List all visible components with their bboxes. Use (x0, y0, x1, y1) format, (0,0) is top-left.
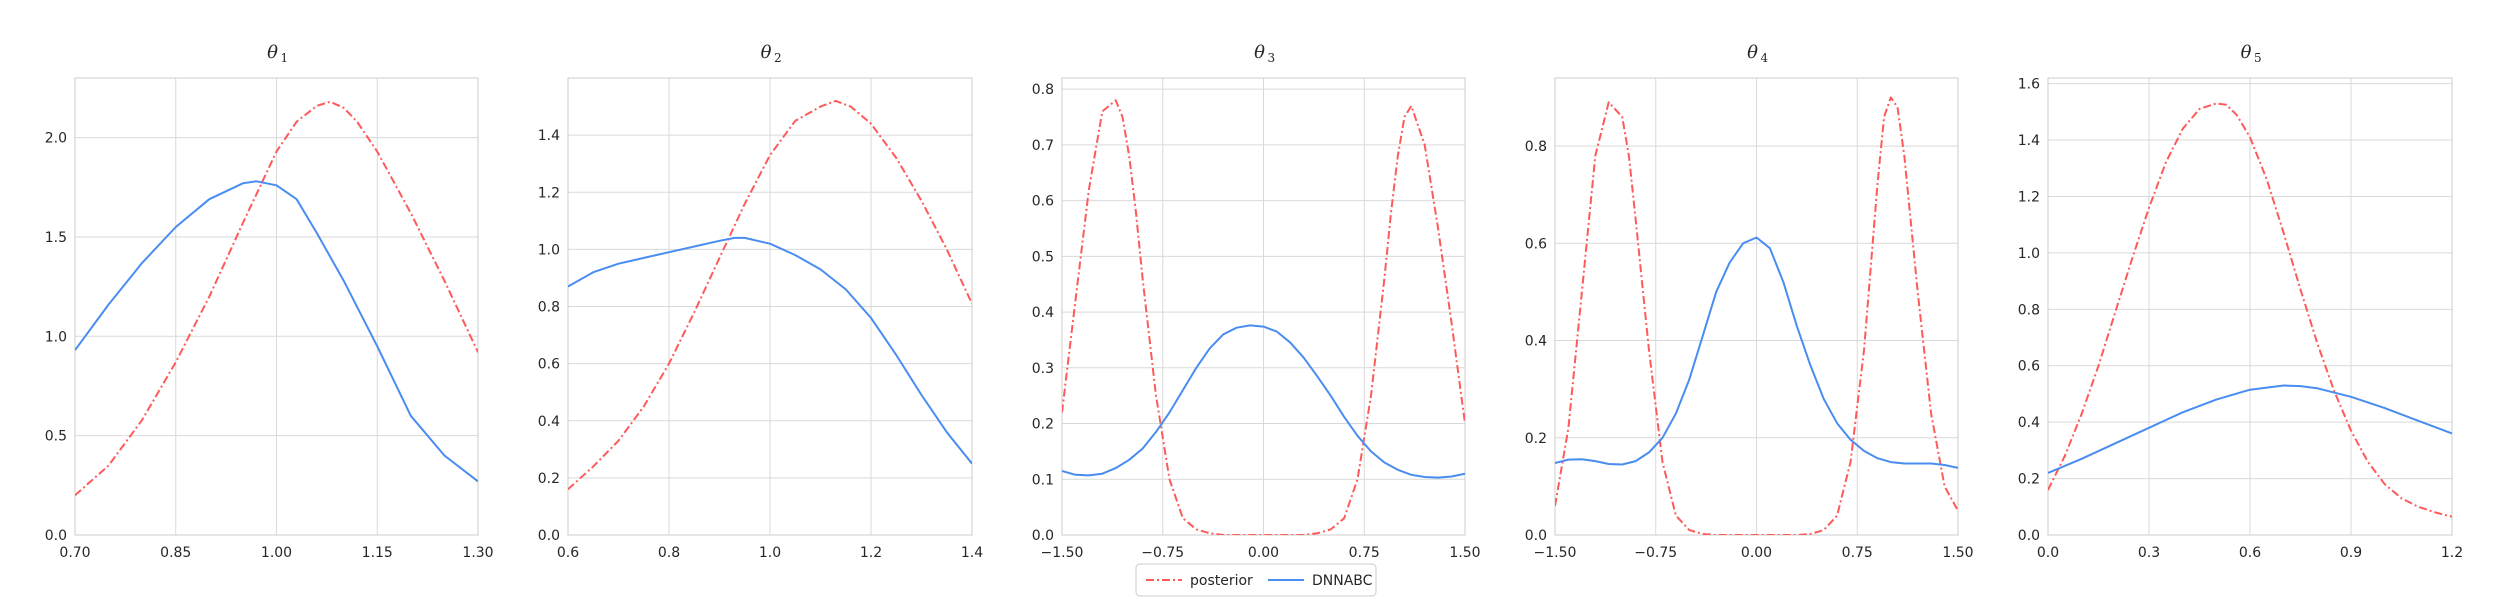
panel-theta-2: 0.6 0.8 1.0 1.2 1.4 0.0 0.2 0.4 0.6 0.8 1.0 1.2 1.4 θ… (538, 42, 983, 561)
x-tick-label: 1.15 (362, 545, 393, 561)
legend: posterior DNNABC (1135, 563, 1377, 597)
y-tick-label: 0.4 (538, 414, 560, 430)
panel-title: θ (2241, 42, 2252, 63)
y-tick-label: 0.8 (1525, 139, 1547, 155)
plot-frame (1061, 77, 1466, 536)
y-tick-label: 1.2 (2018, 189, 2040, 205)
y-tick-label: 1.0 (538, 242, 560, 258)
y-tick-label: 0.0 (2018, 528, 2040, 544)
y-tick-label: 1.2 (538, 185, 560, 201)
y-tick-label: 1.0 (2018, 246, 2040, 262)
legend-frame (1135, 563, 1377, 597)
y-tick-label: 0.1 (1032, 472, 1054, 488)
plot-frame (74, 77, 479, 536)
panel-title-subscript: 4 (1761, 51, 1769, 65)
y-tick-label: 0.2 (2018, 472, 2040, 488)
plot-frame (567, 77, 973, 536)
y-tick-label: 0.2 (1032, 417, 1054, 433)
x-tick-label: 0.3 (2138, 545, 2160, 561)
y-tick-label: 0.5 (1032, 249, 1054, 265)
y-tick-label: 1.5 (45, 230, 67, 246)
y-tick-label: 0.4 (1032, 305, 1054, 321)
y-tick-label: 0.6 (1525, 236, 1547, 252)
posterior-line (1062, 99, 1465, 535)
y-tick-label: 0.6 (538, 357, 560, 373)
x-tick-label: 0.8 (658, 545, 680, 561)
x-tick-label: 0.00 (1248, 545, 1279, 561)
posterior-line (75, 100, 478, 497)
x-tick-label: 0.70 (59, 545, 90, 561)
posterior-line (2048, 102, 2452, 518)
x-tick-label: −0.75 (1141, 545, 1184, 561)
legend-posterior-label: posterior (1190, 573, 1253, 589)
plot-frame (2047, 77, 2453, 536)
y-tick-label: 1.4 (538, 128, 560, 144)
y-tick-label: 0.8 (2018, 302, 2040, 318)
dnnabc-line (1062, 324, 1465, 479)
x-tick-label: 1.4 (961, 545, 983, 561)
x-tick-label: 1.30 (462, 545, 493, 561)
panel-title: θ (761, 42, 772, 63)
y-tick-label: 0.8 (538, 300, 560, 316)
y-tick-label: 0.3 (1032, 361, 1054, 377)
y-tick-label: 0.4 (1525, 334, 1547, 350)
y-tick-label: 0.5 (45, 429, 67, 445)
x-tick-label: 1.2 (860, 545, 882, 561)
dnnabc-line (1555, 236, 1958, 469)
x-tick-label: 0.0 (2037, 545, 2059, 561)
x-tick-label: 0.75 (1349, 545, 1380, 561)
panel-theta-5: 0.0 0.3 0.6 0.9 1.2 0.0 0.2 0.4 0.6 0.8 1.0 1.2 1.4 1… (2018, 42, 2463, 561)
x-tick-label: 0.75 (1842, 545, 1873, 561)
dnnabc-line (2048, 384, 2452, 474)
y-tick-label: 0.8 (1032, 82, 1054, 98)
x-tick-label: 1.00 (261, 545, 292, 561)
y-tick-label: 2.0 (45, 131, 67, 147)
panel-title: θ (267, 42, 278, 63)
dnnabc-line (75, 180, 478, 483)
x-tick-label: 1.50 (1942, 545, 1973, 561)
panel-theta-4: −1.50 −0.75 0.00 0.75 1.50 0.0 0.2 0.4 0.6 0.8 θ 4 (1525, 42, 1974, 561)
x-tick-label: −0.75 (1634, 545, 1677, 561)
panel-theta-3: −1.50 −0.75 0.00 0.75 1.50 0.0 0.1 0.2 0.3 0.4 0.5… (1032, 42, 1481, 561)
y-tick-label: 1.0 (45, 329, 67, 345)
x-tick-label: −1.50 (1534, 545, 1577, 561)
y-tick-label: 0.0 (1525, 528, 1547, 544)
x-tick-label: 1.50 (1449, 545, 1480, 561)
panel-title: θ (1747, 42, 1758, 63)
x-tick-label: 0.85 (160, 545, 191, 561)
y-tick-label: 0.6 (1032, 194, 1054, 210)
x-tick-label: 1.2 (2441, 545, 2463, 561)
panel-theta-1: 0.70 0.85 1.00 1.15 1.30 0.0 0.5 1.0 1.5 2.0 θ 1 (45, 42, 494, 561)
y-tick-label: 1.4 (2018, 133, 2040, 149)
x-tick-label: 0.6 (2239, 545, 2261, 561)
y-tick-label: 0.0 (45, 528, 67, 544)
panel-title-subscript: 1 (281, 51, 289, 65)
y-tick-label: 0.7 (1032, 138, 1054, 154)
x-tick-label: −1.50 (1041, 545, 1084, 561)
y-tick-label: 0.0 (538, 528, 560, 544)
x-tick-label: 1.0 (759, 545, 781, 561)
y-tick-label: 0.4 (2018, 415, 2040, 431)
panel-title-subscript: 3 (1268, 51, 1276, 65)
x-tick-label: 0.6 (557, 545, 579, 561)
panel-title-subscript: 5 (2254, 51, 2262, 65)
x-tick-label: 0.00 (1741, 545, 1772, 561)
x-tick-label: 0.9 (2340, 545, 2362, 561)
y-tick-label: 0.2 (1525, 431, 1547, 447)
legend-dnnabc-label: DNNABC (1312, 573, 1373, 589)
panel-title-subscript: 2 (774, 51, 782, 65)
y-tick-label: 0.0 (1032, 528, 1054, 544)
chart-panels: 0.70 0.85 1.00 1.15 1.300.00.51.01.52.0θ 10.6… (45, 42, 2463, 561)
dnnabc-line (568, 236, 972, 465)
y-tick-label: 1.6 (2018, 77, 2040, 93)
y-tick-label: 0.6 (2018, 359, 2040, 375)
y-tick-label: 0.2 (538, 471, 560, 487)
panel-title: θ (1254, 42, 1265, 63)
